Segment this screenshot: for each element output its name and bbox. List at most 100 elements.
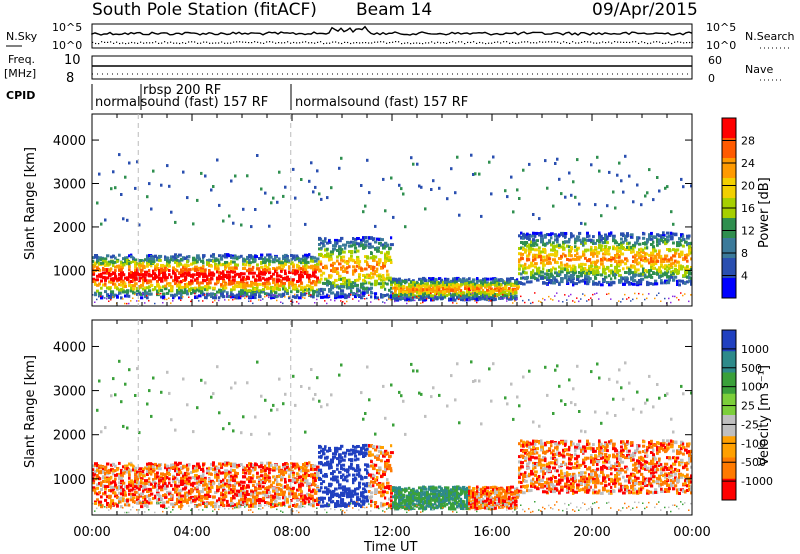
velocity-cell	[126, 502, 129, 506]
power-cell	[376, 260, 379, 264]
power-cell	[264, 256, 267, 260]
velocity-cell	[166, 370, 169, 374]
velocity-cell	[160, 485, 164, 489]
power-cell	[390, 280, 394, 284]
power-cell	[434, 277, 438, 281]
power-speckle	[432, 299, 434, 302]
power-cell	[104, 257, 108, 261]
velocity-cell	[152, 496, 155, 500]
power-cell	[462, 280, 465, 284]
velocity-cell	[162, 503, 165, 507]
power-speckle	[442, 298, 444, 300]
nsearch-point	[602, 41, 604, 43]
power-cell	[110, 267, 113, 271]
velocity-cell	[130, 492, 134, 496]
power-cell	[200, 281, 204, 285]
power-cell	[464, 287, 469, 290]
power-cell	[314, 259, 318, 263]
power-cell	[588, 270, 591, 274]
power-cell	[258, 295, 262, 299]
power-cell	[130, 255, 133, 259]
power-cell	[640, 279, 643, 283]
power-cell	[418, 277, 422, 281]
power-cell	[214, 293, 217, 296]
power-cell	[148, 285, 152, 289]
power-cell	[370, 267, 374, 271]
velocity-cell	[186, 493, 190, 497]
power-cell	[246, 292, 249, 296]
power-cell	[244, 293, 247, 297]
power-cell	[308, 253, 311, 257]
power-cell	[188, 289, 191, 293]
nsearch-point	[347, 41, 349, 44]
power-cell	[278, 260, 281, 264]
power-cell	[138, 276, 141, 280]
power-cell	[480, 281, 484, 285]
power-cell	[198, 294, 202, 298]
velocity-cell	[196, 462, 200, 466]
power-cell	[400, 279, 404, 283]
power-cell	[410, 288, 414, 292]
power-cell	[640, 277, 645, 281]
power-cell	[234, 254, 237, 258]
power-cell	[156, 275, 159, 279]
power-cell	[448, 292, 452, 296]
power-cell	[676, 271, 680, 275]
power-cell	[592, 282, 596, 286]
velocity-cell	[146, 494, 150, 498]
velocity-cell	[114, 469, 117, 473]
power-cell	[684, 270, 687, 274]
power-cell	[216, 270, 219, 274]
power-cell	[678, 267, 681, 271]
power-cell	[172, 267, 175, 271]
power-cell	[374, 255, 378, 259]
power-cell	[354, 237, 358, 241]
power-cell	[136, 272, 140, 276]
power-cell	[190, 287, 195, 291]
power-cell	[410, 156, 413, 160]
power-cell	[330, 263, 334, 267]
power-speckle	[230, 296, 232, 298]
power-cell	[592, 252, 597, 256]
velocity-cell	[102, 480, 106, 483]
power-cell	[284, 269, 287, 273]
power-cell	[206, 278, 210, 282]
power-cell	[350, 258, 354, 262]
power-cell	[650, 259, 654, 263]
nsearch-point	[566, 42, 568, 44]
power-cell	[280, 294, 284, 298]
power-cell	[132, 278, 136, 282]
power-cell	[632, 273, 635, 276]
power-speckle	[276, 299, 278, 302]
velocity-cell	[184, 484, 188, 488]
nsearch-point	[548, 41, 550, 43]
velocity-speckle	[202, 509, 204, 511]
power-cell	[650, 253, 654, 257]
power-cell	[330, 186, 333, 190]
power-cell	[258, 272, 262, 276]
power-cell	[182, 264, 185, 268]
power-cell	[358, 273, 362, 277]
velocity-speckle	[144, 511, 146, 513]
power-cell	[628, 174, 631, 178]
power-cell	[210, 277, 214, 281]
power-cell	[550, 268, 553, 272]
power-cell	[636, 268, 640, 272]
power-cell	[232, 286, 236, 290]
power-cell	[636, 251, 639, 255]
nsearch-point	[671, 42, 673, 45]
power-cell	[538, 233, 541, 237]
power-cell	[144, 258, 147, 262]
power-cell	[530, 234, 534, 238]
power-cell	[602, 241, 605, 245]
velocity-cell	[194, 498, 197, 502]
power-cell	[670, 264, 673, 268]
power-cell	[98, 172, 101, 176]
nsearch-point	[191, 41, 193, 43]
power-cell	[162, 292, 166, 296]
power-cell	[216, 158, 219, 162]
power-cell	[466, 281, 469, 285]
power-cell	[190, 279, 194, 283]
power-cell	[520, 252, 524, 256]
power-cell	[206, 282, 209, 285]
